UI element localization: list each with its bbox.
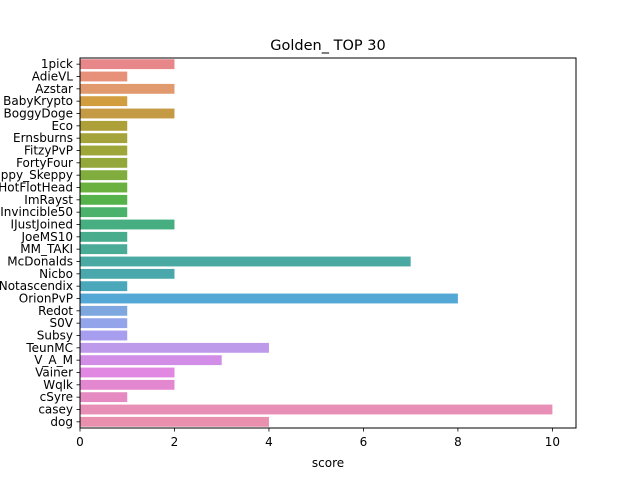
- y-tick-label: BabyKrypto: [3, 94, 73, 108]
- y-tick-label: IJustJoined: [11, 218, 73, 232]
- bar-15: [80, 244, 128, 255]
- y-tick-label: BoggyDoge: [4, 107, 74, 121]
- bar-10: [80, 182, 128, 193]
- bar-2: [80, 83, 175, 94]
- y-tick-label: MM_TAKI: [20, 242, 73, 256]
- bar-13: [80, 219, 175, 230]
- y-tick-label: Eco: [51, 119, 73, 133]
- bar-16: [80, 256, 411, 267]
- y-tick-label: ImRayst: [24, 193, 73, 207]
- y-axis-ticks: 1pickAdieVLAzstarBabyKryptoBoggyDogeEcoE…: [0, 57, 80, 429]
- bar-18: [80, 281, 128, 292]
- bar-22: [80, 330, 128, 341]
- y-tick-label: Happy_Skeppy: [0, 168, 73, 182]
- bar-17: [80, 268, 175, 279]
- y-tick-label: OrionPvP: [19, 292, 73, 306]
- bar-9: [80, 170, 128, 181]
- bar-6: [80, 133, 128, 144]
- x-tick-label: 6: [360, 435, 368, 449]
- y-tick-label: McDonalds: [7, 255, 73, 269]
- bar-3: [80, 96, 128, 107]
- y-tick-label: FitzyPvP: [24, 144, 73, 158]
- x-tick-label: 4: [265, 435, 273, 449]
- y-tick-label: Subsy: [37, 329, 73, 343]
- y-tick-label: Invincible50: [0, 205, 73, 219]
- bar-29: [80, 416, 269, 427]
- y-tick-label: 1pick: [41, 57, 73, 71]
- y-tick-label: Azstar: [35, 82, 73, 96]
- y-tick-label: TeunMC: [25, 341, 73, 355]
- y-tick-label: Vainer: [35, 366, 73, 380]
- y-tick-label: dog: [50, 415, 73, 429]
- y-tick-label: Notascendix: [0, 279, 73, 293]
- bar-26: [80, 379, 175, 390]
- bar-27: [80, 392, 128, 403]
- chart-title: Golden_ TOP 30: [270, 38, 385, 54]
- y-tick-label: AdieVL: [32, 70, 74, 84]
- bar-11: [80, 194, 128, 205]
- x-axis-ticks: 0 2 4 6 8 10: [76, 428, 560, 449]
- x-tick-label: 8: [454, 435, 462, 449]
- bar-14: [80, 231, 128, 242]
- bar-12: [80, 207, 128, 218]
- x-tick-label: 2: [171, 435, 179, 449]
- y-tick-label: Nicbo: [39, 267, 73, 281]
- y-tick-label: V_A_M: [34, 353, 73, 367]
- bar-21: [80, 318, 128, 329]
- plot-frame: [79, 57, 577, 429]
- bar-23: [80, 342, 269, 353]
- x-axis-label: score: [312, 456, 344, 470]
- bar-7: [80, 145, 128, 156]
- bar-19: [80, 293, 458, 304]
- bar-5: [80, 120, 128, 131]
- y-tick-label: HotFlotHead: [0, 181, 73, 195]
- bars: [80, 59, 553, 427]
- y-tick-label: FortyFour: [16, 156, 73, 170]
- bar-1: [80, 71, 128, 82]
- bar-25: [80, 367, 175, 378]
- y-tick-label: S0V: [50, 316, 74, 330]
- x-tick-label: 0: [76, 435, 84, 449]
- bar-8: [80, 157, 128, 168]
- bar-28: [80, 404, 553, 415]
- y-tick-label: Ernsburns: [13, 131, 73, 145]
- bar-4: [80, 108, 175, 119]
- y-tick-label: Redot: [38, 304, 73, 318]
- bar-0: [80, 59, 175, 70]
- y-tick-label: casey: [38, 403, 73, 417]
- bar-24: [80, 355, 222, 366]
- x-tick-label: 10: [545, 435, 560, 449]
- y-tick-label: Wqlk: [43, 378, 73, 392]
- y-tick-label: JoeMS10: [20, 230, 73, 244]
- y-tick-label: cSyre: [40, 390, 73, 404]
- bar-20: [80, 305, 128, 316]
